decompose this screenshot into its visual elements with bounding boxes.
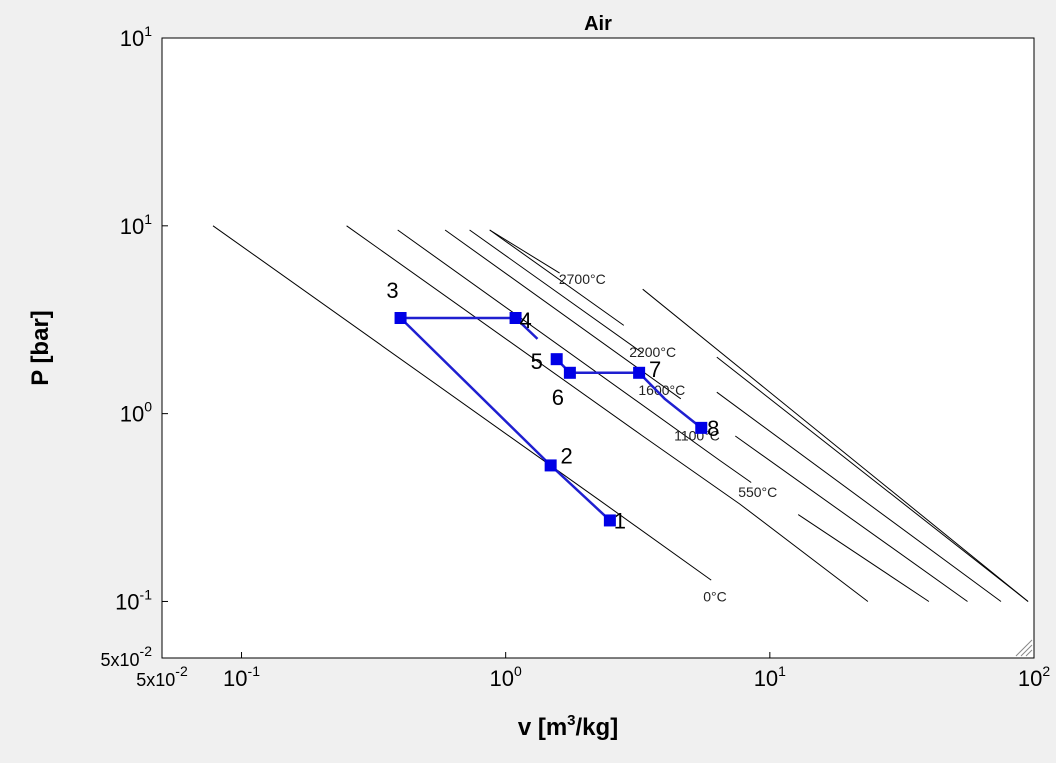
isotherm-line: [212, 225, 712, 581]
y-tick-label: 5x10-2: [101, 643, 153, 670]
isotherm-line: [489, 229, 625, 326]
isotherm-line: [716, 356, 1029, 602]
isotherm-label: 2700°C: [559, 271, 606, 287]
state-point-label: 8: [707, 416, 719, 441]
isotherm-label: 2200°C: [629, 344, 676, 360]
isotherm-line: [469, 229, 643, 354]
state-point-label: 7: [649, 357, 661, 382]
isotherm-line: [716, 391, 1002, 602]
isotherm-line: [397, 229, 752, 483]
state-point-label: 3: [386, 278, 398, 303]
isotherm-label: 0°C: [703, 588, 727, 604]
x-tick-label: 5x10-2: [136, 663, 188, 690]
x-tick-label: 102: [1018, 663, 1050, 691]
y-axis-title: P [bar]: [27, 310, 54, 386]
isotherm-label: 1600°C: [638, 382, 685, 398]
isotherm-layer: 0°C 550°C 1100°C 1600°C 2200°C 2700°C: [212, 225, 1029, 604]
x-tick-label: 10-1: [223, 663, 260, 691]
plot-area: [161, 37, 1035, 659]
isotherm-line: [735, 435, 968, 602]
chart-title: Air: [584, 13, 612, 35]
state-point-marker: [509, 312, 522, 325]
state-point-marker: [544, 459, 557, 472]
y-tick-label: 101: [120, 23, 152, 51]
x-axis-title: v [m3/kg]: [518, 712, 618, 741]
state-point-label: 1: [614, 508, 626, 533]
state-point-label: 5: [531, 349, 543, 374]
y-tick-label: 100: [120, 399, 152, 427]
isotherm-line: [642, 288, 1029, 602]
isotherm-line: [346, 225, 869, 602]
x-tick-label: 100: [490, 663, 522, 691]
state-point-label: 2: [561, 443, 573, 468]
isotherm-label: 550°C: [738, 484, 777, 500]
state-point-marker: [633, 366, 646, 379]
resize-grip-icon[interactable]: [1015, 639, 1033, 657]
isotherm-line: [797, 514, 930, 602]
isotherm-label: 1100°C: [674, 427, 720, 443]
cycle-layer: 1 2 3 456 7 8: [386, 278, 719, 533]
state-point-marker: [394, 312, 407, 325]
y-tick-label: 10-1: [115, 586, 152, 614]
tick-layer: 5x10-2 10-1 100 101 102 5x10-2 10-1 100 101 101: [101, 23, 1051, 691]
state-point-marker: [603, 514, 616, 527]
state-point-marker: [550, 353, 563, 366]
state-point-label: 4: [519, 308, 531, 333]
state-point-marker: [563, 366, 576, 379]
state-point-marker: [695, 421, 708, 434]
isotherm-line: [489, 229, 560, 274]
state-point-label: 6: [552, 385, 564, 410]
y-tick-label: 101: [120, 211, 152, 239]
x-tick-label: 101: [754, 663, 786, 691]
